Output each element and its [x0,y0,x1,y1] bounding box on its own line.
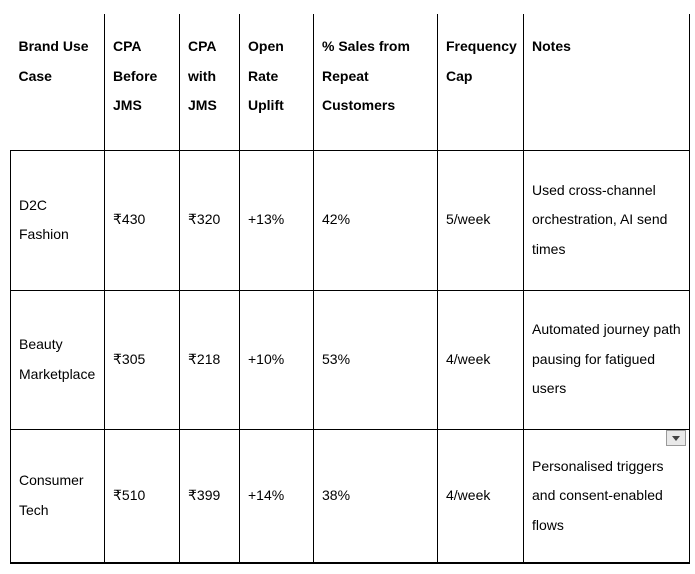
table-options-dropdown-button[interactable] [666,430,686,446]
cell-open-rate-uplift: +10% [239,289,314,430]
cell-notes: Personalised triggers and consent-enable… [523,428,690,564]
cell-open-rate-uplift: +14% [239,428,314,564]
header-cell-cpa-before-jms: CPA Before JMS [104,14,180,151]
cell-cpa-before: ₹305 [104,289,180,430]
header-cell-brand-use-case: Brand Use Case [10,14,105,151]
cell-brand: Consumer Tech [10,428,105,564]
header-cell-notes: Notes [523,14,690,151]
cell-open-rate-uplift: +13% [239,149,314,291]
header-cell-cpa-with-jms: CPA with JMS [179,14,240,151]
table-row-d2c-fashion: D2C Fashion ₹430 ₹320 +13% 42% 5/week Us… [10,149,690,291]
table-header-row: Brand Use Case CPA Before JMS CPA with J… [10,14,690,151]
cell-cpa-before: ₹430 [104,149,180,291]
brand-results-table: Brand Use Case CPA Before JMS CPA with J… [10,14,690,564]
cell-cpa-with: ₹399 [179,428,240,564]
cell-frequency-cap: 4/week [437,428,524,564]
cell-repeat-sales: 38% [313,428,438,564]
cell-cpa-with: ₹320 [179,149,240,291]
header-cell-open-rate-uplift: Open Rate Uplift [239,14,314,151]
cell-notes: Automated journey path pausing for fatig… [523,289,690,430]
cell-cpa-with: ₹218 [179,289,240,430]
table-row-consumer-tech: Consumer Tech ₹510 ₹399 +14% 38% 4/week … [10,428,690,564]
cell-frequency-cap: 4/week [437,289,524,430]
header-cell-sales-repeat-customers: % Sales from Repeat Customers [313,14,438,151]
table-row-beauty-marketplace: Beauty Marketplace ₹305 ₹218 +10% 53% 4/… [10,289,690,430]
cell-brand: Beauty Marketplace [10,289,105,430]
cell-frequency-cap: 5/week [437,149,524,291]
cell-brand: D2C Fashion [10,149,105,291]
header-cell-frequency-cap: Frequency Cap [437,14,524,151]
cell-cpa-before: ₹510 [104,428,180,564]
cell-repeat-sales: 53% [313,289,438,430]
cell-notes: Used cross-channel orchestration, AI sen… [523,149,690,291]
dropdown-arrow-icon [672,435,680,441]
cell-repeat-sales: 42% [313,149,438,291]
